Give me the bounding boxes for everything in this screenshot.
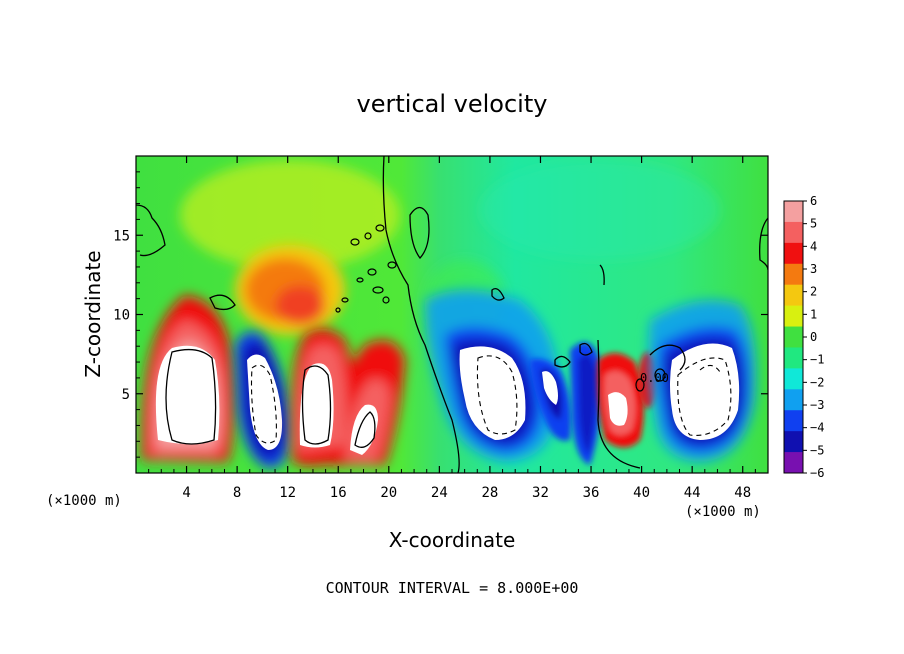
y-tick-label: 10 [113,308,130,324]
colorbar-label: −4 [810,421,824,435]
colorbar-label: 6 [810,194,817,208]
colorbar-swatch [784,347,803,369]
colorbar-label: −6 [810,466,824,480]
colorbar-swatch [784,410,803,432]
dashed-contours [250,355,732,444]
y-tick-label: 5 [122,387,130,403]
colorbar-swatch [784,431,803,453]
x-axis-label: X-coordinate [389,528,516,552]
x-tick-label: 12 [279,485,296,501]
colorbar-label: −5 [810,443,824,457]
colorbar-label: −3 [810,398,824,412]
colorbar-swatch [784,242,803,265]
x-tick-label: 8 [233,485,241,501]
downdraft-x45-core [670,343,740,440]
colorbar-label: −1 [810,353,824,367]
x-tick-label: 40 [633,485,650,501]
x-tick-label: 24 [431,485,448,501]
colorbar-label: 5 [810,217,817,231]
colorbar-label: 2 [810,285,817,299]
x-tick-label: 32 [532,485,549,501]
colorbar-swatch [784,326,803,348]
y-axis-label: Z-coordinate [81,250,105,377]
x-tick-label: 36 [583,485,600,501]
chart-title: vertical velocity [357,90,548,118]
colorbar-swatch [784,221,803,244]
colorbar-label: 3 [810,262,817,276]
colorbar-swatch [784,305,803,328]
colorbar-swatch [784,368,803,390]
x-tick-label: 28 [481,485,498,501]
colorbar-label: 1 [810,307,817,321]
x-axis-ticks: 4 8 12 16 20 24 28 32 36 40 44 48 [148,156,756,501]
colorbar-label: 4 [810,239,817,253]
colorbar-swatch [784,201,803,223]
colorbar-swatch [784,452,803,474]
downdraft-x10-core [247,354,283,450]
downdraft-x29-core [459,346,526,440]
colorbar: 6 5 4 3 2 1 0 −1 −2 −3 −4 −5 −6 [783,194,824,480]
updraft-x38-core [608,392,628,426]
updraft-x5-core [155,345,220,444]
colorbar-swatch [784,389,803,411]
upper-weak-updraft [180,160,400,270]
updraft-x14-core [299,363,334,448]
x-tick-label: 44 [684,485,701,501]
colorbar-label: 0 [810,330,817,344]
y-tick-label: 15 [113,228,130,244]
x-tick-label: 48 [734,485,751,501]
upper-updraft-region [235,245,345,335]
colorbar-swatch [784,263,803,286]
x-unit-left: (×1000 m) [46,493,122,509]
contour-lines [136,156,768,473]
contour-interval-footer: CONTOUR INTERVAL = 8.000E+00 [326,579,579,597]
x-unit-right: (×1000 m) [685,504,761,520]
contour-label: 0.00 [640,371,669,385]
x-tick-label: 20 [380,485,397,501]
x-tick-label: 16 [330,485,347,501]
colorbar-swatch [784,284,803,307]
y-axis-ticks: 5 10 15 [113,171,768,458]
colorbar-label: −2 [810,375,824,389]
x-tick-label: 4 [182,485,190,501]
